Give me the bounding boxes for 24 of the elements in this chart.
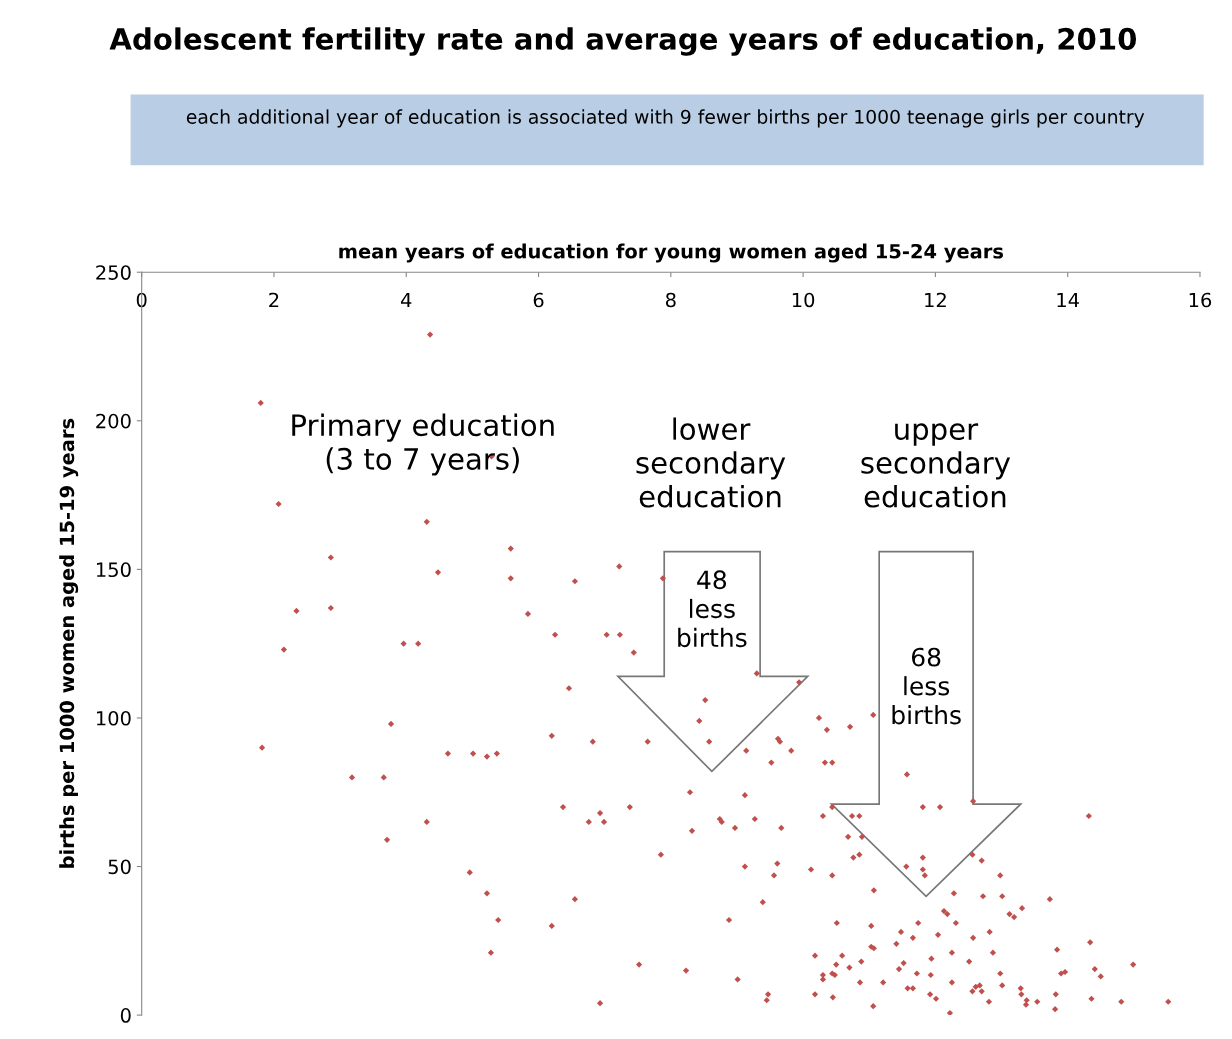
annotation: Primary education (3 to 7 years) xyxy=(292,413,554,476)
annotation: upper secondary education xyxy=(861,423,1011,508)
x-tick-label: 2 xyxy=(269,292,279,308)
x-tick-label: 6 xyxy=(533,292,544,308)
y-axis-title: births per 1000 women aged 15-19 years xyxy=(59,418,79,868)
y-tick-label: 250 xyxy=(96,265,131,280)
y-tick-label: 200 xyxy=(96,413,131,429)
x-tick-label: 14 xyxy=(1057,292,1079,308)
annotation: 68 less births xyxy=(892,647,961,725)
x-tick-label: 8 xyxy=(665,292,676,308)
y-tick-label: 50 xyxy=(108,859,131,875)
y-tick-label: 150 xyxy=(96,562,131,578)
x-tick-label: 10 xyxy=(792,292,815,308)
annotation: 48 less births xyxy=(678,570,747,648)
x-tick-label: 12 xyxy=(925,292,946,308)
x-tick-label: 4 xyxy=(401,292,412,308)
annotation: lower secondary education xyxy=(636,417,786,508)
chart-subtitle: each additional year of education is associated with 9 fewer births per 1000 teenage girls per country xyxy=(186,109,1145,128)
chart-title: Adolescent fertility rate and average years of education, 2010 xyxy=(109,27,1137,56)
y-tick-label: 0 xyxy=(120,1008,131,1023)
x-axis-title: mean years of education for young women aged 15-24 years xyxy=(339,243,1003,263)
x-tick-label: 0 xyxy=(136,292,147,308)
x-tick-label: 16 xyxy=(1189,292,1212,308)
y-tick-label: 100 xyxy=(96,710,131,726)
